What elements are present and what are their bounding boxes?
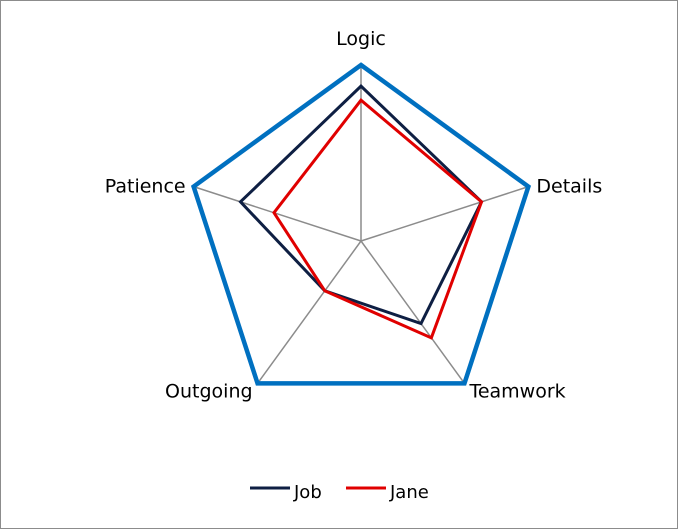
series-job: [238, 84, 484, 326]
axis-label-logic: Logic: [336, 28, 386, 50]
axis-label-details: Details: [536, 176, 602, 198]
radar-outline: [190, 62, 532, 386]
spoke-outgoing: [256, 240, 362, 384]
spoke-details: [360, 185, 529, 242]
radar-spokes: [193, 65, 529, 384]
spoke-teamwork: [360, 240, 466, 384]
legend-label-job: Job: [293, 482, 322, 503]
series-jane: [272, 98, 484, 340]
axis-label-teamwork: Teamwork: [468, 380, 565, 402]
legend: Job Jane: [250, 482, 429, 503]
spoke-patience: [193, 185, 362, 242]
axis-label-patience: Patience: [105, 176, 186, 198]
series-layer: [238, 84, 484, 340]
axis-label-outgoing: Outgoing: [165, 380, 253, 402]
axis-labels: Logic Details Teamwork Outgoing Patience: [105, 28, 602, 402]
legend-label-jane: Jane: [389, 482, 429, 503]
